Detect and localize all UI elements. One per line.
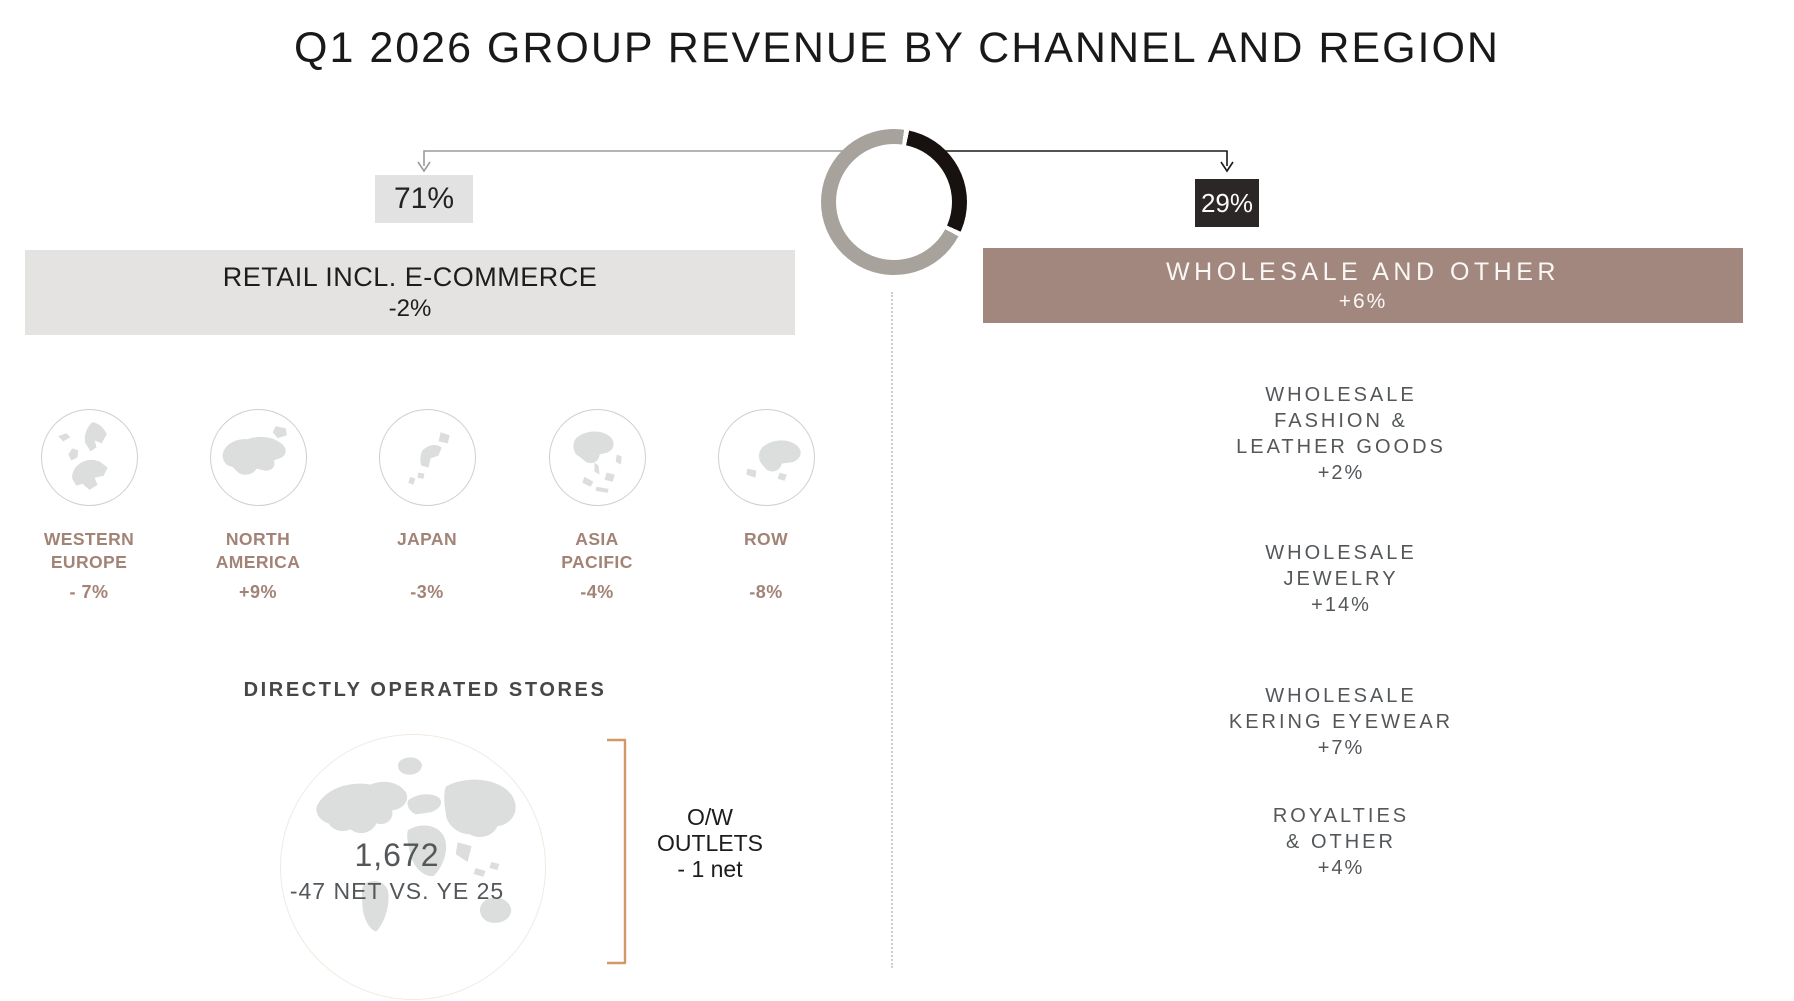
retail-connector-arrow-icon (417, 161, 431, 173)
retail-banner-title: RETAIL INCL. E-COMMERCE (222, 262, 598, 292)
world-map-icon (316, 757, 516, 932)
center-dotted-divider (891, 292, 893, 968)
wholesale-item-name: WHOLESALE FASHION & LEATHER GOODS (1236, 384, 1446, 458)
wholesale-banner-title: WHOLESALE AND OTHER (1166, 257, 1560, 286)
region-change: - 7% (69, 582, 109, 602)
region-change: +9% (238, 582, 278, 602)
donut-chart (821, 129, 967, 275)
japan-map-icon (378, 409, 476, 506)
retail-banner-change: -2% (388, 295, 432, 322)
wholesale-item-royalties-other: ROYALTIES & OTHER +4% (1191, 803, 1491, 881)
wholesale-banner: WHOLESALE AND OTHER +6% (983, 248, 1743, 323)
store-net-change: -47 NET VS. YE 25 (289, 878, 505, 904)
wholesale-item-change: +14% (1311, 594, 1371, 616)
region-name: JAPAN (396, 529, 458, 549)
outlets-bracket (607, 738, 627, 965)
asia-pacific-map-icon (548, 409, 646, 506)
wholesale-connector-arrow-icon (1220, 161, 1234, 173)
region-name: ASIA PACIFIC (561, 529, 633, 572)
region-western-europe: WESTERN EUROPE - 7% (14, 409, 164, 603)
western-europe-map-icon (40, 409, 138, 506)
stores-globe: 1,672 -47 NET VS. YE 25 (280, 734, 546, 1000)
region-asia-pacific: ASIA PACIFIC -4% (522, 409, 672, 603)
wholesale-share-badge: 29% (1195, 179, 1259, 227)
region-name: NORTH AMERICA (215, 529, 301, 572)
region-name: WESTERN EUROPE (43, 529, 135, 572)
wholesale-item-jewelry: WHOLESALE JEWELRY +14% (1191, 540, 1491, 618)
region-change: -8% (749, 582, 783, 602)
wholesale-connector-line (930, 150, 1228, 166)
wholesale-item-change: +7% (1317, 737, 1365, 759)
wholesale-item-kering-eyewear: WHOLESALE KERING EYEWEAR +7% (1191, 683, 1491, 761)
wholesale-item-name: ROYALTIES & OTHER (1272, 805, 1410, 853)
outlets-note: O/W OUTLETS - 1 net (656, 804, 764, 882)
wholesale-banner-change: +6% (1338, 289, 1388, 313)
page-title: Q1 2026 GROUP REVENUE BY CHANNEL AND REG… (294, 24, 1500, 72)
wholesale-item-change: +2% (1317, 462, 1365, 484)
region-japan: JAPAN -3% (352, 409, 502, 603)
wholesale-item-fashion-leather: WHOLESALE FASHION & LEATHER GOODS +2% (1191, 382, 1491, 486)
wholesale-item-name: WHOLESALE KERING EYEWEAR (1228, 685, 1454, 733)
stores-heading: DIRECTLY OPERATED STORES (243, 679, 607, 701)
region-name: ROW (744, 529, 788, 549)
store-stats: 1,672 -47 NET VS. YE 25 (281, 837, 529, 905)
wholesale-item-change: +4% (1317, 857, 1365, 879)
store-count: 1,672 (354, 837, 440, 873)
region-change: -3% (410, 582, 444, 602)
wholesale-item-name: WHOLESALE JEWELRY (1265, 542, 1417, 590)
north-america-map-icon (209, 409, 307, 506)
row-map-icon (717, 409, 815, 506)
region-north-america: NORTH AMERICA +9% (183, 409, 333, 603)
region-row: ROW -8% (691, 409, 841, 603)
retail-connector-line (423, 150, 860, 166)
region-change: -4% (580, 582, 614, 602)
donut-hole (836, 144, 952, 260)
retail-banner: RETAIL INCL. E-COMMERCE -2% (25, 250, 795, 335)
retail-share-badge: 71% (375, 175, 473, 223)
